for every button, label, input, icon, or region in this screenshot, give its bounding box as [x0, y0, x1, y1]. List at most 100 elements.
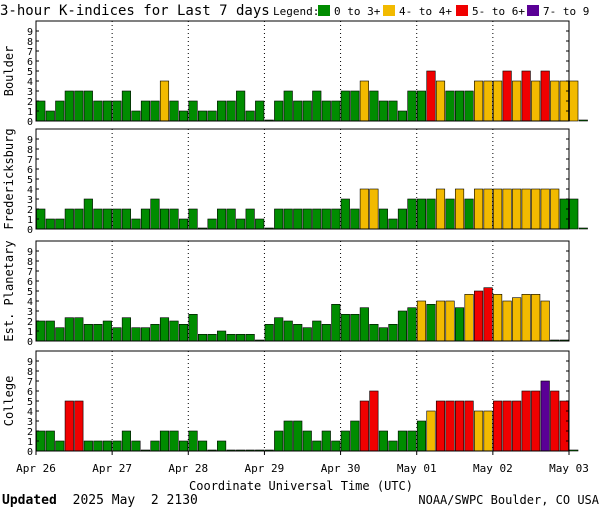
y-tick-label: 7 [27, 47, 33, 58]
bar [502, 300, 512, 342]
bar [426, 303, 436, 342]
chart-title: 3-hour K-indices for Last 7 days [0, 3, 270, 19]
legend: Legend: 0 to 3+ 4- to 4+ 5- to 6+ 7- to 9 [273, 5, 589, 18]
bar [131, 440, 141, 452]
bar [207, 218, 217, 230]
y-tick-label: 5 [27, 67, 33, 78]
x-tick-label: May 03 [549, 462, 589, 475]
bar [397, 110, 407, 122]
bar [64, 90, 74, 122]
y-tick-label: 2 [27, 317, 33, 328]
bar [198, 110, 208, 122]
x-tick-label: Apr 26 [16, 462, 56, 475]
y-tick-label: 7 [27, 267, 33, 278]
bar [83, 198, 93, 230]
bar [245, 110, 255, 122]
y-tick-label: 6 [27, 387, 33, 398]
bar [302, 327, 312, 342]
bar [121, 430, 131, 452]
bar [483, 188, 493, 230]
bar [293, 420, 303, 452]
bar [293, 100, 303, 122]
bar [45, 218, 55, 230]
bar [188, 100, 198, 122]
bar [464, 293, 474, 342]
bar [388, 100, 398, 122]
legend-swatch-4 [527, 5, 539, 16]
bar [255, 100, 265, 122]
panels: 0123456789Boulder0123456789Fredericksbur… [2, 20, 588, 458]
x-axis-ticks: Apr 26 Apr 27 Apr 28 Apr 29 Apr 30 May 01 May … [16, 451, 589, 475]
legend-swatch-3 [456, 5, 468, 16]
x-tick-label: Apr 30 [321, 462, 361, 475]
bar [340, 90, 350, 122]
bar [540, 300, 550, 342]
y-tick-label: 1 [27, 437, 33, 448]
y-tick-label: 5 [27, 175, 33, 186]
bar [321, 208, 331, 230]
bar [540, 70, 550, 122]
bar [74, 317, 84, 342]
bar [474, 80, 484, 122]
bar [397, 310, 407, 342]
bar [74, 208, 84, 230]
bar [102, 100, 112, 122]
y-tick-label: 9 [27, 357, 33, 368]
bar [226, 208, 236, 230]
bar [207, 110, 217, 122]
bar [521, 70, 531, 122]
bar [178, 440, 189, 452]
bar [493, 293, 503, 342]
footer-updated: Updated 2025 May 2 2130 [2, 493, 198, 508]
bar [512, 188, 522, 230]
bar [502, 400, 512, 452]
bar [169, 100, 179, 122]
legend-label-1: 0 to 3+ [334, 5, 381, 18]
panel-label-boulder: Boulder [2, 46, 16, 97]
bar [131, 327, 141, 342]
bar [454, 400, 465, 452]
bar [388, 440, 398, 452]
bar [83, 440, 93, 452]
bar [435, 300, 446, 342]
bar [388, 323, 398, 342]
bar [64, 208, 74, 230]
bar [55, 100, 65, 122]
bar [493, 400, 503, 452]
bar [397, 208, 407, 230]
x-axis-label: Coordinate Universal Time (UTC) [189, 479, 413, 493]
bar [159, 208, 170, 230]
y-tick-label: 4 [27, 185, 33, 196]
y-tick-label: 3 [27, 417, 33, 428]
y-tick-label: 4 [27, 77, 33, 88]
bar [93, 323, 103, 342]
bar [483, 410, 493, 452]
bar [45, 430, 55, 452]
bar [416, 90, 427, 122]
bar [464, 198, 474, 230]
bar [531, 293, 541, 342]
y-tick-label: 4 [27, 297, 33, 308]
y-tick-label: 0 [27, 225, 33, 236]
bar [331, 440, 341, 452]
bar [369, 188, 379, 230]
bar [359, 400, 369, 452]
bar [226, 333, 236, 342]
bar [321, 323, 331, 342]
bar [74, 90, 84, 122]
bar [531, 188, 541, 230]
bar [321, 430, 331, 452]
x-tick-label: May 02 [473, 462, 513, 475]
footer-credit: NOAA/SWPC Boulder, CO USA [418, 493, 599, 507]
panel-label-college: College [2, 376, 16, 427]
bar [435, 80, 446, 122]
bar [178, 218, 189, 230]
bar [426, 410, 436, 452]
bar [483, 287, 493, 342]
y-tick-label: 5 [27, 287, 33, 298]
bar [236, 333, 246, 342]
bar [283, 208, 293, 230]
